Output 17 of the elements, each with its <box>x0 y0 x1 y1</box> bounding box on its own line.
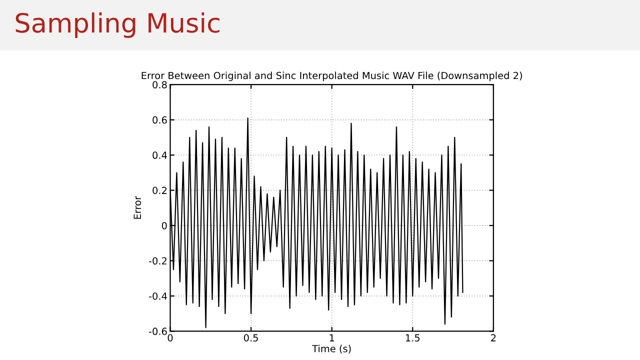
x-tick-label: 2 <box>491 334 496 342</box>
chart-title: Sampling Music <box>16 12 220 38</box>
y-axis-title: Error <box>134 196 142 219</box>
y-tick-label: -0.2 <box>148 257 166 265</box>
x-tick-label: 0.5 <box>244 334 258 342</box>
y-tick-label: 0 <box>162 222 167 230</box>
y-tick-label: -0.4 <box>148 292 167 300</box>
x-axis-title: Time (s) <box>312 344 351 354</box>
y-tick-label: 0.4 <box>152 152 167 159</box>
y-tick-label: 0.6 <box>152 116 167 124</box>
y-tick-label: 0.2 <box>152 186 166 194</box>
y-tick-label: 0.8 <box>152 81 167 88</box>
chart-subtitle: Error Between Original and Sinc Interpolated Music WAV File (Downsampled 2) <box>142 72 522 82</box>
x-tick-label: 1.5 <box>406 334 420 342</box>
x-tick-label: 0 <box>168 334 173 342</box>
x-tick-label: 1 <box>330 334 334 342</box>
y-tick-label: -0.6 <box>148 328 167 336</box>
